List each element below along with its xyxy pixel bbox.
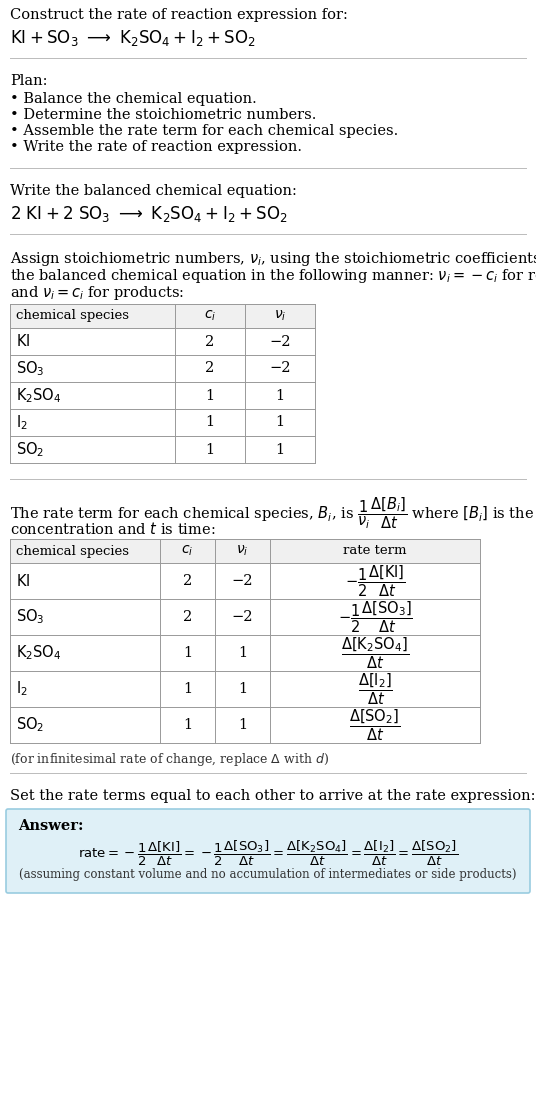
- Text: $\nu_i$: $\nu_i$: [274, 309, 286, 323]
- Text: $\mathsf{2\ KI + 2\ SO_3\ \longrightarrow\ K_2SO_4 + I_2 + SO_2}$: $\mathsf{2\ KI + 2\ SO_3\ \longrightarro…: [10, 204, 287, 224]
- Bar: [10, 304, 315, 328]
- Text: 1: 1: [276, 389, 285, 403]
- Bar: [10, 539, 480, 563]
- Text: 2: 2: [183, 574, 192, 589]
- Text: The rate term for each chemical species, $B_i$, is $\dfrac{1}{\nu_i}\dfrac{\Delt: The rate term for each chemical species,…: [10, 495, 536, 530]
- FancyBboxPatch shape: [6, 809, 530, 893]
- Text: 2: 2: [205, 361, 214, 376]
- Text: −2: −2: [232, 610, 253, 624]
- Text: • Balance the chemical equation.: • Balance the chemical equation.: [10, 92, 257, 107]
- Text: $c_i$: $c_i$: [181, 544, 193, 558]
- Text: 1: 1: [205, 442, 214, 457]
- Text: 2: 2: [183, 610, 192, 624]
- Text: 1: 1: [238, 682, 247, 696]
- Text: 1: 1: [238, 646, 247, 660]
- Text: 1: 1: [183, 682, 192, 696]
- Text: Write the balanced chemical equation:: Write the balanced chemical equation:: [10, 184, 297, 198]
- Text: $\mathsf{SO_2}$: $\mathsf{SO_2}$: [16, 716, 44, 735]
- Text: • Write the rate of reaction expression.: • Write the rate of reaction expression.: [10, 141, 302, 154]
- Text: $\mathsf{I_2}$: $\mathsf{I_2}$: [16, 680, 28, 698]
- Text: (assuming constant volume and no accumulation of intermediates or side products): (assuming constant volume and no accumul…: [19, 869, 517, 881]
- Text: $\mathsf{KI}$: $\mathsf{KI}$: [16, 573, 31, 589]
- Text: and $\nu_i = c_i$ for products:: and $\nu_i = c_i$ for products:: [10, 284, 184, 302]
- Text: (for infinitesimal rate of change, replace $\Delta$ with $d$): (for infinitesimal rate of change, repla…: [10, 751, 329, 768]
- Text: $\mathsf{SO_3}$: $\mathsf{SO_3}$: [16, 359, 44, 378]
- Text: 1: 1: [183, 646, 192, 660]
- Text: concentration and $t$ is time:: concentration and $t$ is time:: [10, 520, 215, 537]
- Text: 1: 1: [205, 415, 214, 429]
- Text: −2: −2: [232, 574, 253, 589]
- Text: • Assemble the rate term for each chemical species.: • Assemble the rate term for each chemic…: [10, 124, 398, 138]
- Text: Construct the rate of reaction expression for:: Construct the rate of reaction expressio…: [10, 8, 348, 22]
- Text: • Determine the stoichiometric numbers.: • Determine the stoichiometric numbers.: [10, 108, 316, 122]
- Text: chemical species: chemical species: [16, 545, 129, 558]
- Text: rate term: rate term: [343, 545, 407, 558]
- Text: $\dfrac{\Delta[\mathsf{SO_2}]}{\Delta t}$: $\dfrac{\Delta[\mathsf{SO_2}]}{\Delta t}…: [349, 707, 401, 742]
- Text: 1: 1: [238, 718, 247, 732]
- Text: $-\dfrac{1}{2}\dfrac{\Delta[\mathsf{KI}]}{\Delta t}$: $-\dfrac{1}{2}\dfrac{\Delta[\mathsf{KI}]…: [345, 563, 405, 598]
- Text: $\nu_i$: $\nu_i$: [236, 544, 249, 558]
- Text: $\dfrac{\Delta[\mathsf{K_2SO_4}]}{\Delta t}$: $\dfrac{\Delta[\mathsf{K_2SO_4}]}{\Delta…: [341, 636, 409, 671]
- Text: Assign stoichiometric numbers, $\nu_i$, using the stoichiometric coefficients, $: Assign stoichiometric numbers, $\nu_i$, …: [10, 250, 536, 268]
- Text: $\mathsf{SO_3}$: $\mathsf{SO_3}$: [16, 607, 44, 626]
- Text: $\dfrac{\Delta[\mathsf{I_2}]}{\Delta t}$: $\dfrac{\Delta[\mathsf{I_2}]}{\Delta t}$: [358, 671, 392, 707]
- Text: −2: −2: [269, 335, 291, 348]
- Text: 2: 2: [205, 335, 214, 348]
- Text: chemical species: chemical species: [16, 310, 129, 323]
- Text: $c_i$: $c_i$: [204, 309, 216, 323]
- Text: Set the rate terms equal to each other to arrive at the rate expression:: Set the rate terms equal to each other t…: [10, 789, 535, 803]
- Text: 1: 1: [205, 389, 214, 403]
- Text: 1: 1: [276, 415, 285, 429]
- Text: 1: 1: [183, 718, 192, 732]
- Text: the balanced chemical equation in the following manner: $\nu_i = -c_i$ for react: the balanced chemical equation in the fo…: [10, 267, 536, 285]
- Text: $\mathsf{K_2SO_4}$: $\mathsf{K_2SO_4}$: [16, 386, 62, 405]
- Text: $\mathsf{KI + SO_3\ \longrightarrow\ K_2SO_4 + I_2 + SO_2}$: $\mathsf{KI + SO_3\ \longrightarrow\ K_2…: [10, 29, 256, 48]
- Text: $\mathsf{I_2}$: $\mathsf{I_2}$: [16, 413, 28, 432]
- Text: $\mathsf{K_2SO_4}$: $\mathsf{K_2SO_4}$: [16, 643, 62, 662]
- Text: $\mathsf{KI}$: $\mathsf{KI}$: [16, 334, 31, 349]
- Text: 1: 1: [276, 442, 285, 457]
- Text: −2: −2: [269, 361, 291, 376]
- Text: $\mathsf{SO_2}$: $\mathsf{SO_2}$: [16, 440, 44, 459]
- Text: Answer:: Answer:: [18, 819, 84, 833]
- Text: $-\dfrac{1}{2}\dfrac{\Delta[\mathsf{SO_3}]}{\Delta t}$: $-\dfrac{1}{2}\dfrac{\Delta[\mathsf{SO_3…: [338, 600, 412, 635]
- Text: Plan:: Plan:: [10, 74, 48, 88]
- Text: $\mathrm{rate} = -\dfrac{1}{2}\dfrac{\Delta[\mathsf{KI}]}{\Delta t} = -\dfrac{1}: $\mathrm{rate} = -\dfrac{1}{2}\dfrac{\De…: [78, 839, 458, 869]
